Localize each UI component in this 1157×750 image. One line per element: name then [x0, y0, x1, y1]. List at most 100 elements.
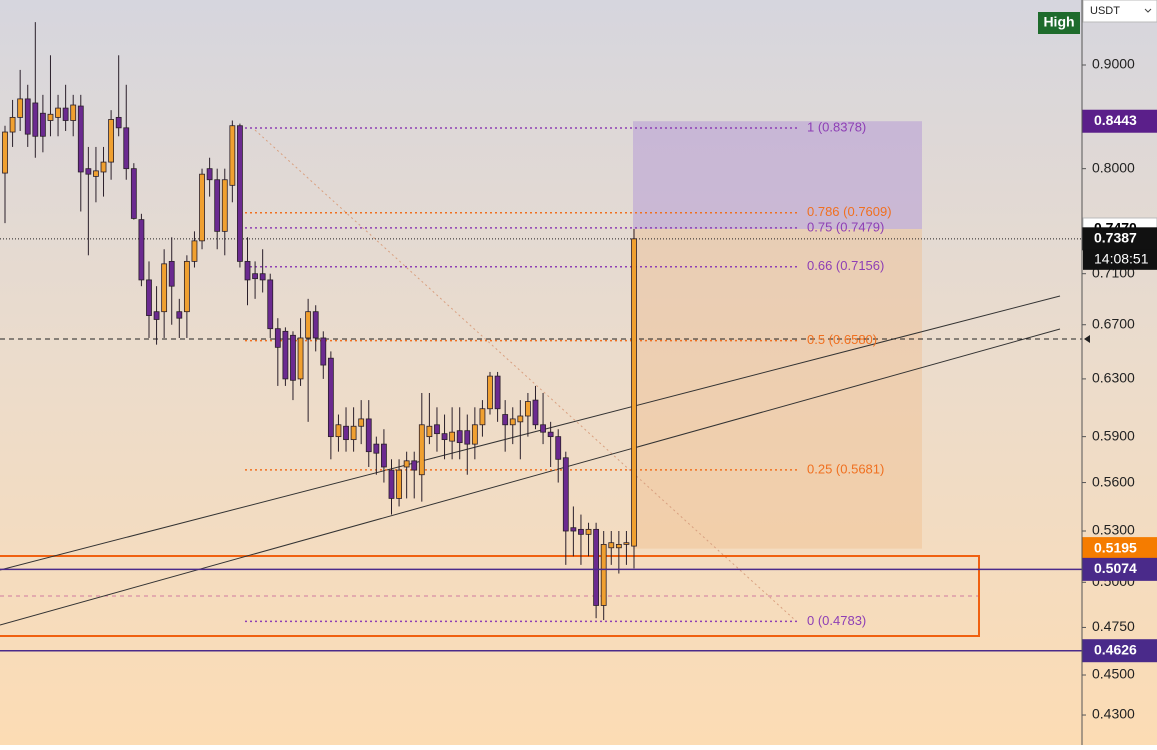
- support-zone: [0, 555, 980, 637]
- countdown-box: [1083, 249, 1157, 270]
- candle-body-up: [108, 119, 114, 163]
- candle-body-down: [365, 418, 372, 453]
- candle-body-up: [623, 542, 630, 545]
- candle-body-down: [153, 311, 160, 320]
- candle-body-up: [221, 179, 228, 232]
- candle-body-up: [517, 415, 524, 423]
- dropdown-arrow[interactable]: [1144, 8, 1152, 13]
- fib-label: 0.75 (0.7479): [807, 219, 884, 234]
- currency-selector[interactable]: [1082, 0, 1157, 23]
- candle-body-down: [77, 105, 84, 173]
- candle-body-down: [532, 399, 539, 426]
- candle-body-down: [244, 260, 251, 281]
- y-tick-label: 0.6700: [1092, 315, 1135, 331]
- candle-body-up: [191, 240, 198, 262]
- candle-body-up: [471, 424, 478, 445]
- candle-body-up: [358, 418, 365, 427]
- fib-label: 0.5 (0.6580): [807, 332, 877, 347]
- candle-body-down: [115, 116, 122, 129]
- candle-body-down: [39, 112, 46, 137]
- target-zone: [633, 121, 922, 229]
- stop-zone: [633, 228, 922, 549]
- candle-body-down: [32, 102, 39, 137]
- candle-body-up: [525, 401, 531, 417]
- price-tag: [1082, 557, 1157, 581]
- price-tag: [1082, 109, 1157, 133]
- candle-body-up: [479, 408, 486, 426]
- candle-body-down: [123, 127, 130, 170]
- candle-body-down: [578, 528, 584, 535]
- candle-body-down: [320, 337, 327, 366]
- candle-body-down: [168, 260, 175, 287]
- candle-body-down: [237, 125, 243, 262]
- candle-body-down: [259, 273, 266, 281]
- price-tag-label: 0.7387: [1094, 230, 1137, 246]
- candle-body-down: [274, 328, 281, 348]
- fib-label: 0.786 (0.7609): [807, 204, 892, 219]
- candle-body-down: [562, 457, 569, 532]
- candle-body-down: [441, 433, 448, 441]
- candle-body-down: [373, 443, 380, 454]
- y-tick-label: 0.5900: [1092, 427, 1135, 443]
- candle-body-down: [327, 357, 334, 438]
- candle-body-up: [305, 311, 312, 339]
- candle-body-down: [290, 334, 296, 381]
- candle-body-up: [93, 170, 99, 177]
- candle-body-down: [388, 469, 395, 499]
- candle-body-up: [608, 542, 615, 549]
- candle-body-up: [199, 173, 205, 242]
- candle-body-down: [494, 375, 501, 410]
- candle-body-up: [229, 125, 236, 186]
- candle-body-up: [631, 238, 637, 547]
- candle-body-down: [381, 443, 387, 468]
- candle-body-down: [176, 311, 183, 319]
- candle-body-up: [403, 460, 410, 468]
- candle-body-down: [434, 424, 440, 435]
- candle-body-down: [214, 179, 221, 232]
- candle-body-up: [17, 98, 24, 118]
- candle-body-up: [55, 107, 61, 118]
- candle-body-down: [570, 527, 577, 532]
- fib-label: 0.66 (0.7156): [807, 258, 884, 273]
- y-tick-label: 0.9000: [1092, 56, 1135, 72]
- trend-line: [0, 328, 1061, 626]
- candle-body-down: [593, 528, 600, 606]
- candle-body-down: [343, 425, 349, 441]
- fib-label: 0.25 (0.5681): [807, 461, 884, 476]
- y-tick-label: 0.4500: [1092, 666, 1135, 682]
- high-label-box: [1038, 12, 1080, 34]
- candle-body-up: [161, 263, 168, 313]
- candle-body-up: [183, 260, 190, 313]
- y-tick-label: 0.4750: [1092, 618, 1135, 634]
- currency-label[interactable]: USDT: [1090, 5, 1120, 17]
- candle-body-down: [411, 460, 418, 471]
- y-tick-label: 0.8000: [1092, 159, 1135, 175]
- y-tick-label: 0.5600: [1092, 473, 1135, 489]
- fib-label: 1 (0.8378): [807, 119, 866, 134]
- price-tag-label: 0.4626: [1094, 641, 1137, 657]
- candle-body-down: [130, 168, 137, 219]
- candle-body-down: [282, 330, 289, 380]
- candle-body-up: [100, 161, 107, 173]
- candle-body-down: [206, 168, 213, 181]
- candle-body-down: [456, 430, 463, 444]
- candle-body-up: [600, 543, 607, 606]
- candle-body-up: [615, 543, 622, 549]
- price-tag: [1082, 639, 1157, 663]
- candle-body-up: [70, 104, 77, 121]
- fib-trend-line: [254, 129, 796, 621]
- candle-body-down: [547, 431, 554, 438]
- countdown: 14:08:51: [1094, 251, 1149, 267]
- candle-body-down: [464, 430, 471, 445]
- candle-body-down: [138, 219, 145, 281]
- candle-body-up: [585, 528, 592, 535]
- candle-body-down: [62, 107, 69, 121]
- price-tag-label: 0.5074: [1094, 560, 1137, 576]
- candle-body-down: [312, 311, 319, 339]
- candle-body-up: [449, 431, 456, 442]
- candle-body-up: [350, 425, 357, 441]
- candle-body-up: [487, 375, 493, 410]
- candle-body-down: [24, 98, 31, 135]
